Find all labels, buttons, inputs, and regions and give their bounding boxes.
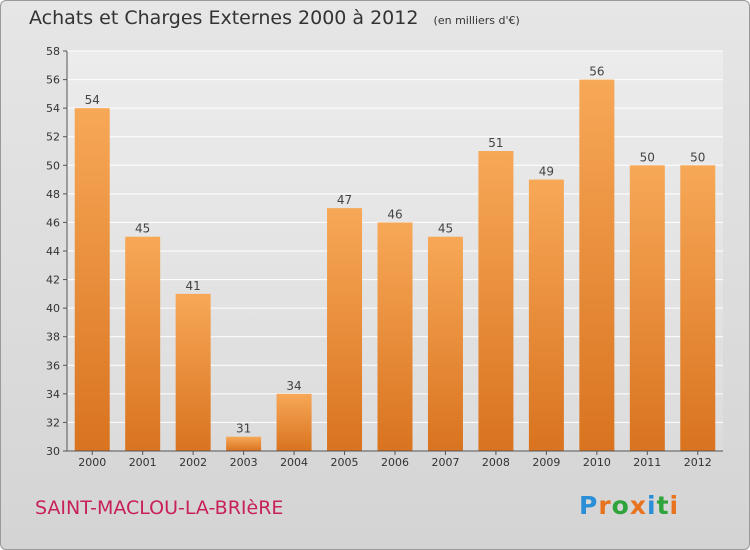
logo-letter: r (598, 491, 612, 520)
x-tick-label: 2011 (633, 456, 661, 469)
bar-2010 (579, 79, 615, 452)
y-tick-label: 58 (46, 45, 60, 58)
chart-subtitle: (en milliers d'€) (433, 14, 520, 27)
bar-2000 (74, 108, 110, 452)
bar-2004 (276, 393, 312, 451)
y-tick-label: 32 (46, 416, 60, 429)
data-label: 45 (438, 222, 453, 236)
x-axis: 2000 2001 2002 2003 2004 2005 2006 2007 2008 2009… (67, 450, 723, 469)
x-tick-label: 2002 (179, 456, 207, 469)
x-tick-label: 2007 (431, 456, 459, 469)
data-label: 34 (286, 379, 301, 393)
bar-2001 (125, 236, 161, 451)
y-tick-label: 36 (46, 359, 60, 372)
y-tick-label: 46 (46, 216, 60, 229)
bar-2008 (478, 151, 514, 451)
bar-2003 (226, 436, 262, 451)
y-tick-label: 48 (46, 188, 60, 201)
bar-2002 (175, 293, 211, 451)
y-tick-label: 42 (46, 274, 60, 287)
logo-letter: i (669, 491, 680, 520)
bar-2012 (680, 165, 716, 452)
y-tick-label: 44 (46, 245, 60, 258)
x-tick-label: 2006 (381, 456, 409, 469)
x-tick-label: 2010 (583, 456, 611, 469)
y-tick-label: 30 (46, 445, 60, 458)
proxiti-logo[interactable]: Proxiti (579, 491, 679, 520)
y-tick-label: 54 (46, 102, 60, 115)
bar-2007 (427, 236, 463, 451)
data-label: 41 (186, 279, 201, 293)
y-tick-label: 52 (46, 131, 60, 144)
commune-name: SAINT-MACLOU-LA-BRIèRE (35, 497, 284, 519)
x-tick-label: 2009 (532, 456, 560, 469)
x-tick-label: 2003 (230, 456, 258, 469)
y-tick-label: 56 (46, 74, 60, 87)
x-tick-label: 2005 (331, 456, 359, 469)
y-axis: 30 32 34 36 38 40 42 44 46 48 50 52 54 56 58 (46, 45, 68, 458)
y-tick-label: 38 (46, 331, 60, 344)
data-label: 45 (135, 222, 150, 236)
y-tick-label: 34 (46, 388, 60, 401)
bars: 54 45 41 31 34 47 46 45 51 49 56 50 50 (74, 65, 716, 452)
x-tick-label: 2012 (684, 456, 712, 469)
x-tick-label: 2004 (280, 456, 308, 469)
x-tick-label: 2000 (78, 456, 106, 469)
logo-letter: o (611, 491, 630, 520)
x-tick-label: 2008 (482, 456, 510, 469)
logo-letter: x (629, 491, 647, 520)
x-tick-label: 2001 (129, 456, 157, 469)
logo-letter: P (579, 491, 599, 520)
logo-letter: i (647, 491, 657, 520)
bar-2005 (327, 208, 363, 451)
data-label: 51 (488, 136, 503, 150)
data-label: 50 (640, 150, 655, 164)
data-label: 31 (236, 422, 251, 436)
data-label: 56 (589, 65, 604, 79)
bar-2011 (629, 165, 665, 452)
logo-letter: t (656, 491, 670, 520)
data-label: 50 (690, 150, 705, 164)
data-label: 47 (337, 193, 352, 207)
bar-2009 (528, 179, 564, 452)
chart-title: Achats et Charges Externes 2000 à 2012 (29, 7, 419, 29)
data-label: 49 (539, 165, 554, 179)
data-label: 46 (387, 207, 402, 221)
y-tick-label: 50 (46, 159, 60, 172)
y-tick-label: 40 (46, 302, 60, 315)
data-label: 54 (85, 93, 100, 107)
bar-2006 (377, 222, 413, 451)
title-row: Achats et Charges Externes 2000 à 2012 (… (29, 7, 520, 29)
